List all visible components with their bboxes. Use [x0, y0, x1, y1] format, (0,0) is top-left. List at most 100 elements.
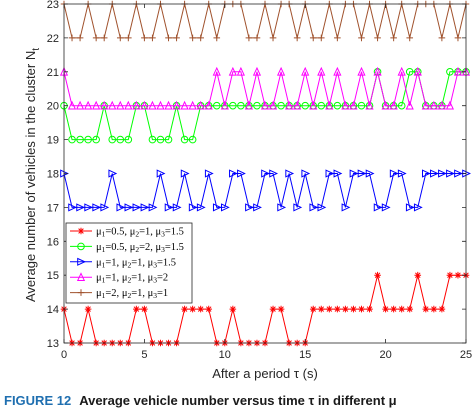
series-5-point: [125, 34, 132, 42]
series-3-point: [261, 169, 270, 178]
series-1-point: [366, 305, 373, 313]
series-4-point: [148, 100, 157, 110]
y-tick-label: 18: [47, 169, 59, 181]
series-5-point: [76, 34, 84, 42]
series-1-point: [430, 305, 438, 313]
series-1-point: [446, 271, 454, 279]
series-5-point: [245, 34, 253, 42]
legend-marker: [77, 289, 85, 296]
series-3-point: [422, 169, 431, 178]
series-3-point: [196, 203, 206, 212]
series-4-point: [341, 100, 350, 110]
legend-label: μ1=0.5, μ2=1, μ3=1.5: [96, 227, 184, 239]
series-5-point: [317, 34, 325, 42]
series-5-point: [173, 34, 180, 42]
series-5-point: [149, 34, 156, 42]
series-5-point: [165, 34, 172, 42]
series-3-point: [221, 203, 230, 212]
series-5-line: [63, 3, 467, 39]
series-4-point: [164, 100, 173, 110]
figure-caption-text: Average vehicle number versus time τ in …: [79, 393, 396, 408]
series-1-point: [229, 305, 237, 313]
series-4-point: [293, 100, 302, 110]
series-5-point: [358, 34, 365, 42]
legend-entry-2: μ1=0.5, μ2=2, μ3=1.5: [70, 242, 184, 254]
series-3-point: [269, 169, 279, 178]
y-tick-label: 19: [47, 135, 59, 147]
series-3-point: [446, 169, 455, 178]
series-3-point: [389, 169, 399, 178]
legend-box: [65, 222, 193, 304]
series-3-point: [212, 203, 222, 212]
series-3-point: [237, 169, 246, 178]
series-3-point: [84, 203, 94, 212]
series-5-point: [438, 34, 446, 42]
series-3-point: [405, 203, 415, 212]
series-4-point: [124, 100, 133, 110]
series-4-point: [84, 100, 93, 110]
series-1-point: [133, 305, 140, 313]
series-5: [60, 0, 470, 42]
series-1-point: [422, 305, 430, 313]
series-3-line: [63, 173, 466, 208]
series-3-point: [100, 203, 110, 212]
series-4-point: [156, 100, 165, 110]
series-3-point: [317, 203, 327, 212]
series-5-point: [189, 34, 196, 42]
x-tick-label: 25: [460, 349, 472, 361]
series-4-point: [252, 66, 262, 76]
x-tick-label: 20: [379, 349, 391, 361]
legend-entry-1: μ1=0.5, μ2=1, μ3=1.5: [70, 227, 184, 239]
series-3-point: [116, 203, 126, 212]
series-3-point: [301, 169, 311, 178]
series-2-point: [180, 135, 189, 144]
series-3-point: [413, 203, 423, 212]
axes-layer: 13 14 15 16 17 18 19 20 21 22 23 0 5 10 15 20 25: [47, 0, 472, 361]
legend-label: μ1=1, μ2=1, μ3=1.5: [96, 257, 176, 269]
series-1-point: [342, 305, 349, 313]
figure-caption-label: FIGURE 12: [4, 393, 71, 408]
series-4-point: [172, 100, 181, 110]
legend-marker: [77, 257, 86, 266]
legend-marker: [77, 242, 85, 251]
series-2-point: [188, 135, 197, 144]
series-4-point: [365, 100, 374, 110]
series-2-point: [229, 101, 237, 110]
series-4-point: [236, 66, 245, 76]
series-1-point: [205, 305, 213, 313]
series-5-point: [390, 34, 397, 42]
series-2-point: [253, 101, 261, 110]
series-3-point: [373, 203, 383, 212]
series-5-point: [92, 34, 100, 42]
series-3-point: [124, 203, 134, 212]
series-4-point: [445, 100, 455, 110]
series-3-point: [245, 203, 254, 212]
legend-label: μ1=0.5, μ2=2, μ3=1.5: [96, 242, 184, 254]
series-3-point: [76, 203, 86, 212]
series-3-point: [285, 169, 295, 178]
series-1-point: [358, 305, 365, 313]
x-tick-label: 10: [219, 349, 231, 361]
series-3-point: [438, 169, 447, 178]
legend-label: μ1=2, μ2=1, μ3=1: [96, 288, 168, 300]
series-4-point: [309, 100, 318, 110]
series-2-point: [212, 101, 221, 110]
legend-entry-3: μ1=1, μ2=1, μ3=1.5: [70, 257, 176, 269]
series-1-point: [374, 271, 381, 279]
series-2-point: [116, 135, 125, 144]
series-2-point: [301, 101, 310, 110]
series-2-point: [148, 135, 157, 144]
series-2-point: [124, 135, 133, 144]
series-1-point: [406, 305, 414, 313]
legend-marker: [77, 227, 85, 235]
series-4-point: [212, 66, 221, 76]
series-5-point: [100, 34, 108, 42]
series-4-point: [220, 100, 229, 110]
series-4-point: [188, 100, 197, 110]
y-tick-label: 22: [47, 33, 59, 45]
series-2-point: [405, 68, 414, 76]
series-3-point: [132, 203, 142, 212]
series-3-point: [140, 203, 150, 212]
series-4-point: [453, 66, 463, 76]
series-3-point: [229, 169, 238, 178]
